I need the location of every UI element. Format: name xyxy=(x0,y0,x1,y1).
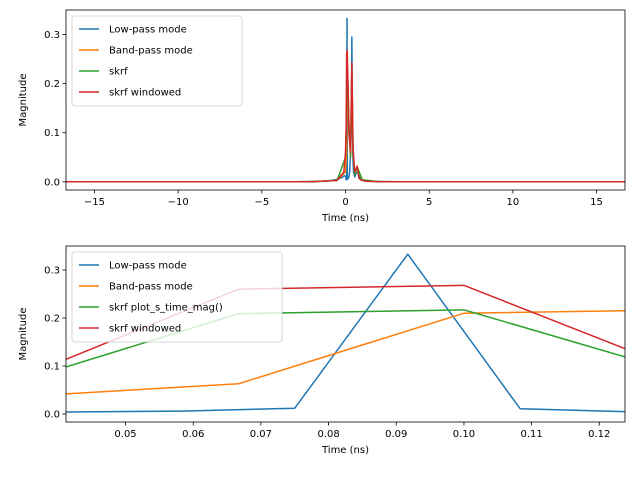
x-tick-label: 0 xyxy=(342,197,348,208)
y-tick-label: 0.3 xyxy=(44,30,60,41)
x-tick-label: 0.10 xyxy=(453,429,475,440)
legend-entry-label: Band-pass mode xyxy=(109,46,193,57)
series-line-1 xyxy=(66,253,625,413)
series-line-4 xyxy=(66,49,625,183)
x-tick-label: −15 xyxy=(84,197,105,208)
y-tick-label: 0.0 xyxy=(44,409,60,420)
x-axis-label: Time (ns) xyxy=(321,213,369,224)
plots-group: −15 −10 −5 0 5 10 15 0.0 0.1 0.2 0.3 Time (ns) Magni… xyxy=(18,9,626,456)
y-tick-label: 0.3 xyxy=(44,265,60,276)
x-tick-label: 0.05 xyxy=(114,429,136,440)
legend-box xyxy=(71,15,243,107)
x-tick-label: 0.09 xyxy=(385,429,407,440)
y-tick-label: 0.2 xyxy=(44,79,60,90)
y-axis-label: Magnitude xyxy=(18,308,29,361)
legend-entry-label: skrf windowed xyxy=(109,88,181,99)
x-tick-label: 15 xyxy=(590,197,603,208)
x-tick-label: −5 xyxy=(254,197,269,208)
x-axis-label: Time (ns) xyxy=(321,445,369,456)
legend-entry-label: Low-pass mode xyxy=(109,261,187,272)
x-tick-label: 0.07 xyxy=(250,429,272,440)
x-tick-label: −10 xyxy=(168,197,189,208)
x-tick-label: 0.06 xyxy=(182,429,204,440)
chart-1: −15 −10 −5 0 5 10 15 0.0 0.1 0.2 0.3 Time (ns) Magni… xyxy=(18,9,626,224)
x-tick-label: 0.12 xyxy=(588,429,610,440)
legend-entry-label: skrf plot_s_time_mag() xyxy=(109,303,223,314)
chart-2: 0.05 0.06 0.07 0.08 0.09 0.10 0.11 0.12 0.0 0.1 0.… xyxy=(18,245,626,456)
legend: Low-pass mode Band-pass mode skrf skrf wind… xyxy=(71,15,243,107)
legend-box xyxy=(71,251,283,343)
x-tick-label: 10 xyxy=(506,197,519,208)
legend-entry-label: skrf windowed xyxy=(109,324,181,335)
y-tick-label: 0.2 xyxy=(44,313,60,324)
y-tick-label: 0.1 xyxy=(44,361,60,372)
y-axis-label: Magnitude xyxy=(18,74,29,127)
axes-frame xyxy=(65,245,626,423)
legend-entry-label: Band-pass mode xyxy=(109,282,193,293)
x-tick-label: 0.11 xyxy=(520,429,542,440)
series-line-2 xyxy=(66,310,625,395)
legend: Low-pass mode Band-pass mode skrf plot_s_t… xyxy=(71,251,283,343)
y-tick-label: 0.1 xyxy=(44,128,60,139)
y-tick-label: 0.0 xyxy=(44,177,60,188)
x-tick-label: 5 xyxy=(426,197,432,208)
x-tick-label: 0.08 xyxy=(317,429,339,440)
legend-entry-label: skrf xyxy=(109,67,128,78)
legend-entry-label: Low-pass mode xyxy=(109,25,187,36)
